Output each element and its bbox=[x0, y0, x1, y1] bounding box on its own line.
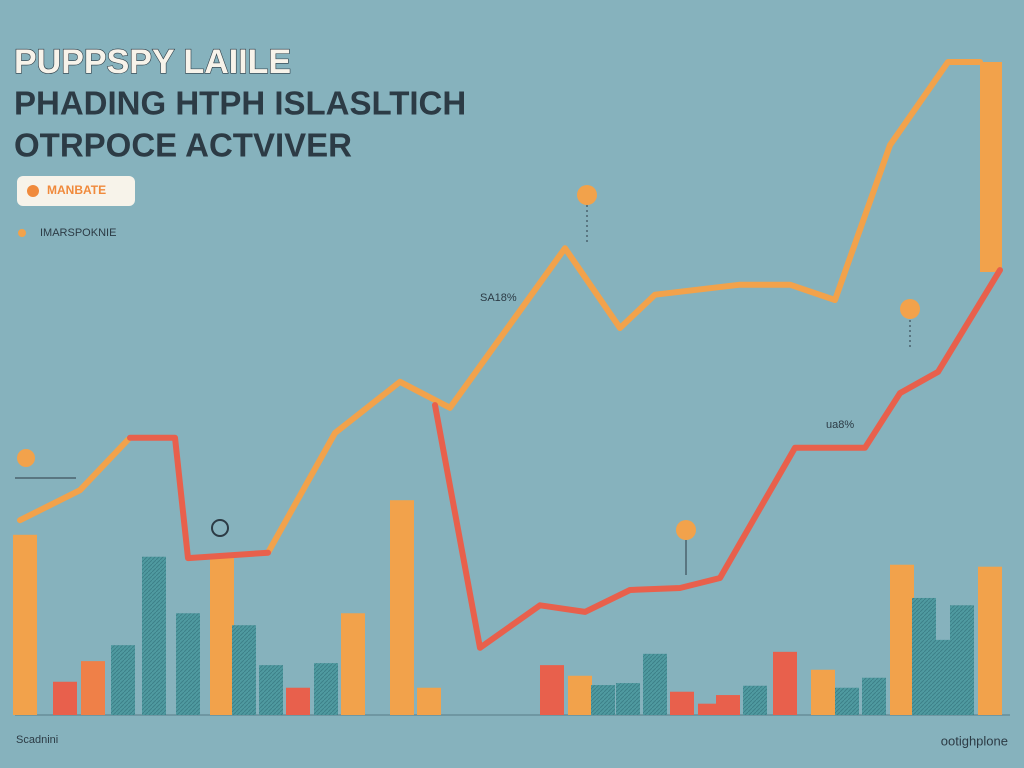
bar bbox=[341, 613, 365, 715]
line bbox=[17, 59, 983, 556]
bar bbox=[13, 534, 37, 715]
bar bbox=[591, 685, 615, 715]
bar bbox=[978, 566, 1002, 715]
badge-dot bbox=[27, 185, 39, 197]
legend-label: IMARSPOKNIE bbox=[40, 227, 116, 239]
bar bbox=[81, 661, 105, 715]
bar bbox=[286, 687, 310, 715]
bar bbox=[890, 564, 914, 715]
bar bbox=[259, 665, 283, 715]
bar bbox=[716, 695, 740, 715]
bar bbox=[773, 651, 797, 715]
title-line: PUPPSPY LAIILE bbox=[14, 43, 291, 81]
bar bbox=[53, 681, 77, 715]
source: Scadnini bbox=[16, 734, 58, 746]
bar bbox=[390, 500, 414, 715]
annotation: ua8% bbox=[826, 419, 854, 431]
badge: MANBATE bbox=[47, 183, 106, 197]
bar bbox=[616, 683, 640, 715]
bar bbox=[643, 653, 667, 715]
bar bbox=[835, 687, 859, 715]
bar bbox=[314, 663, 338, 715]
bar bbox=[950, 605, 974, 715]
title-line: OTRPOCE ACTVIVER bbox=[14, 127, 352, 164]
bar bbox=[743, 685, 767, 715]
bar bbox=[111, 645, 135, 715]
bar bbox=[417, 687, 441, 715]
legend-dot bbox=[18, 229, 26, 237]
bar bbox=[142, 556, 166, 715]
bar bbox=[540, 665, 564, 715]
bar bbox=[176, 613, 200, 715]
line bbox=[127, 267, 1003, 651]
bar bbox=[811, 669, 835, 715]
badge-box bbox=[17, 176, 135, 206]
bar bbox=[698, 703, 722, 715]
bar bbox=[912, 597, 936, 715]
title-line: PHADING HTPH ISLASLTICH bbox=[14, 85, 466, 122]
credit: ootighplone bbox=[941, 733, 1008, 748]
bar bbox=[210, 558, 234, 715]
annotation: SA18% bbox=[480, 292, 517, 304]
bar bbox=[568, 675, 592, 715]
bar bbox=[232, 625, 256, 715]
bar bbox=[670, 691, 694, 715]
bar bbox=[862, 677, 886, 715]
